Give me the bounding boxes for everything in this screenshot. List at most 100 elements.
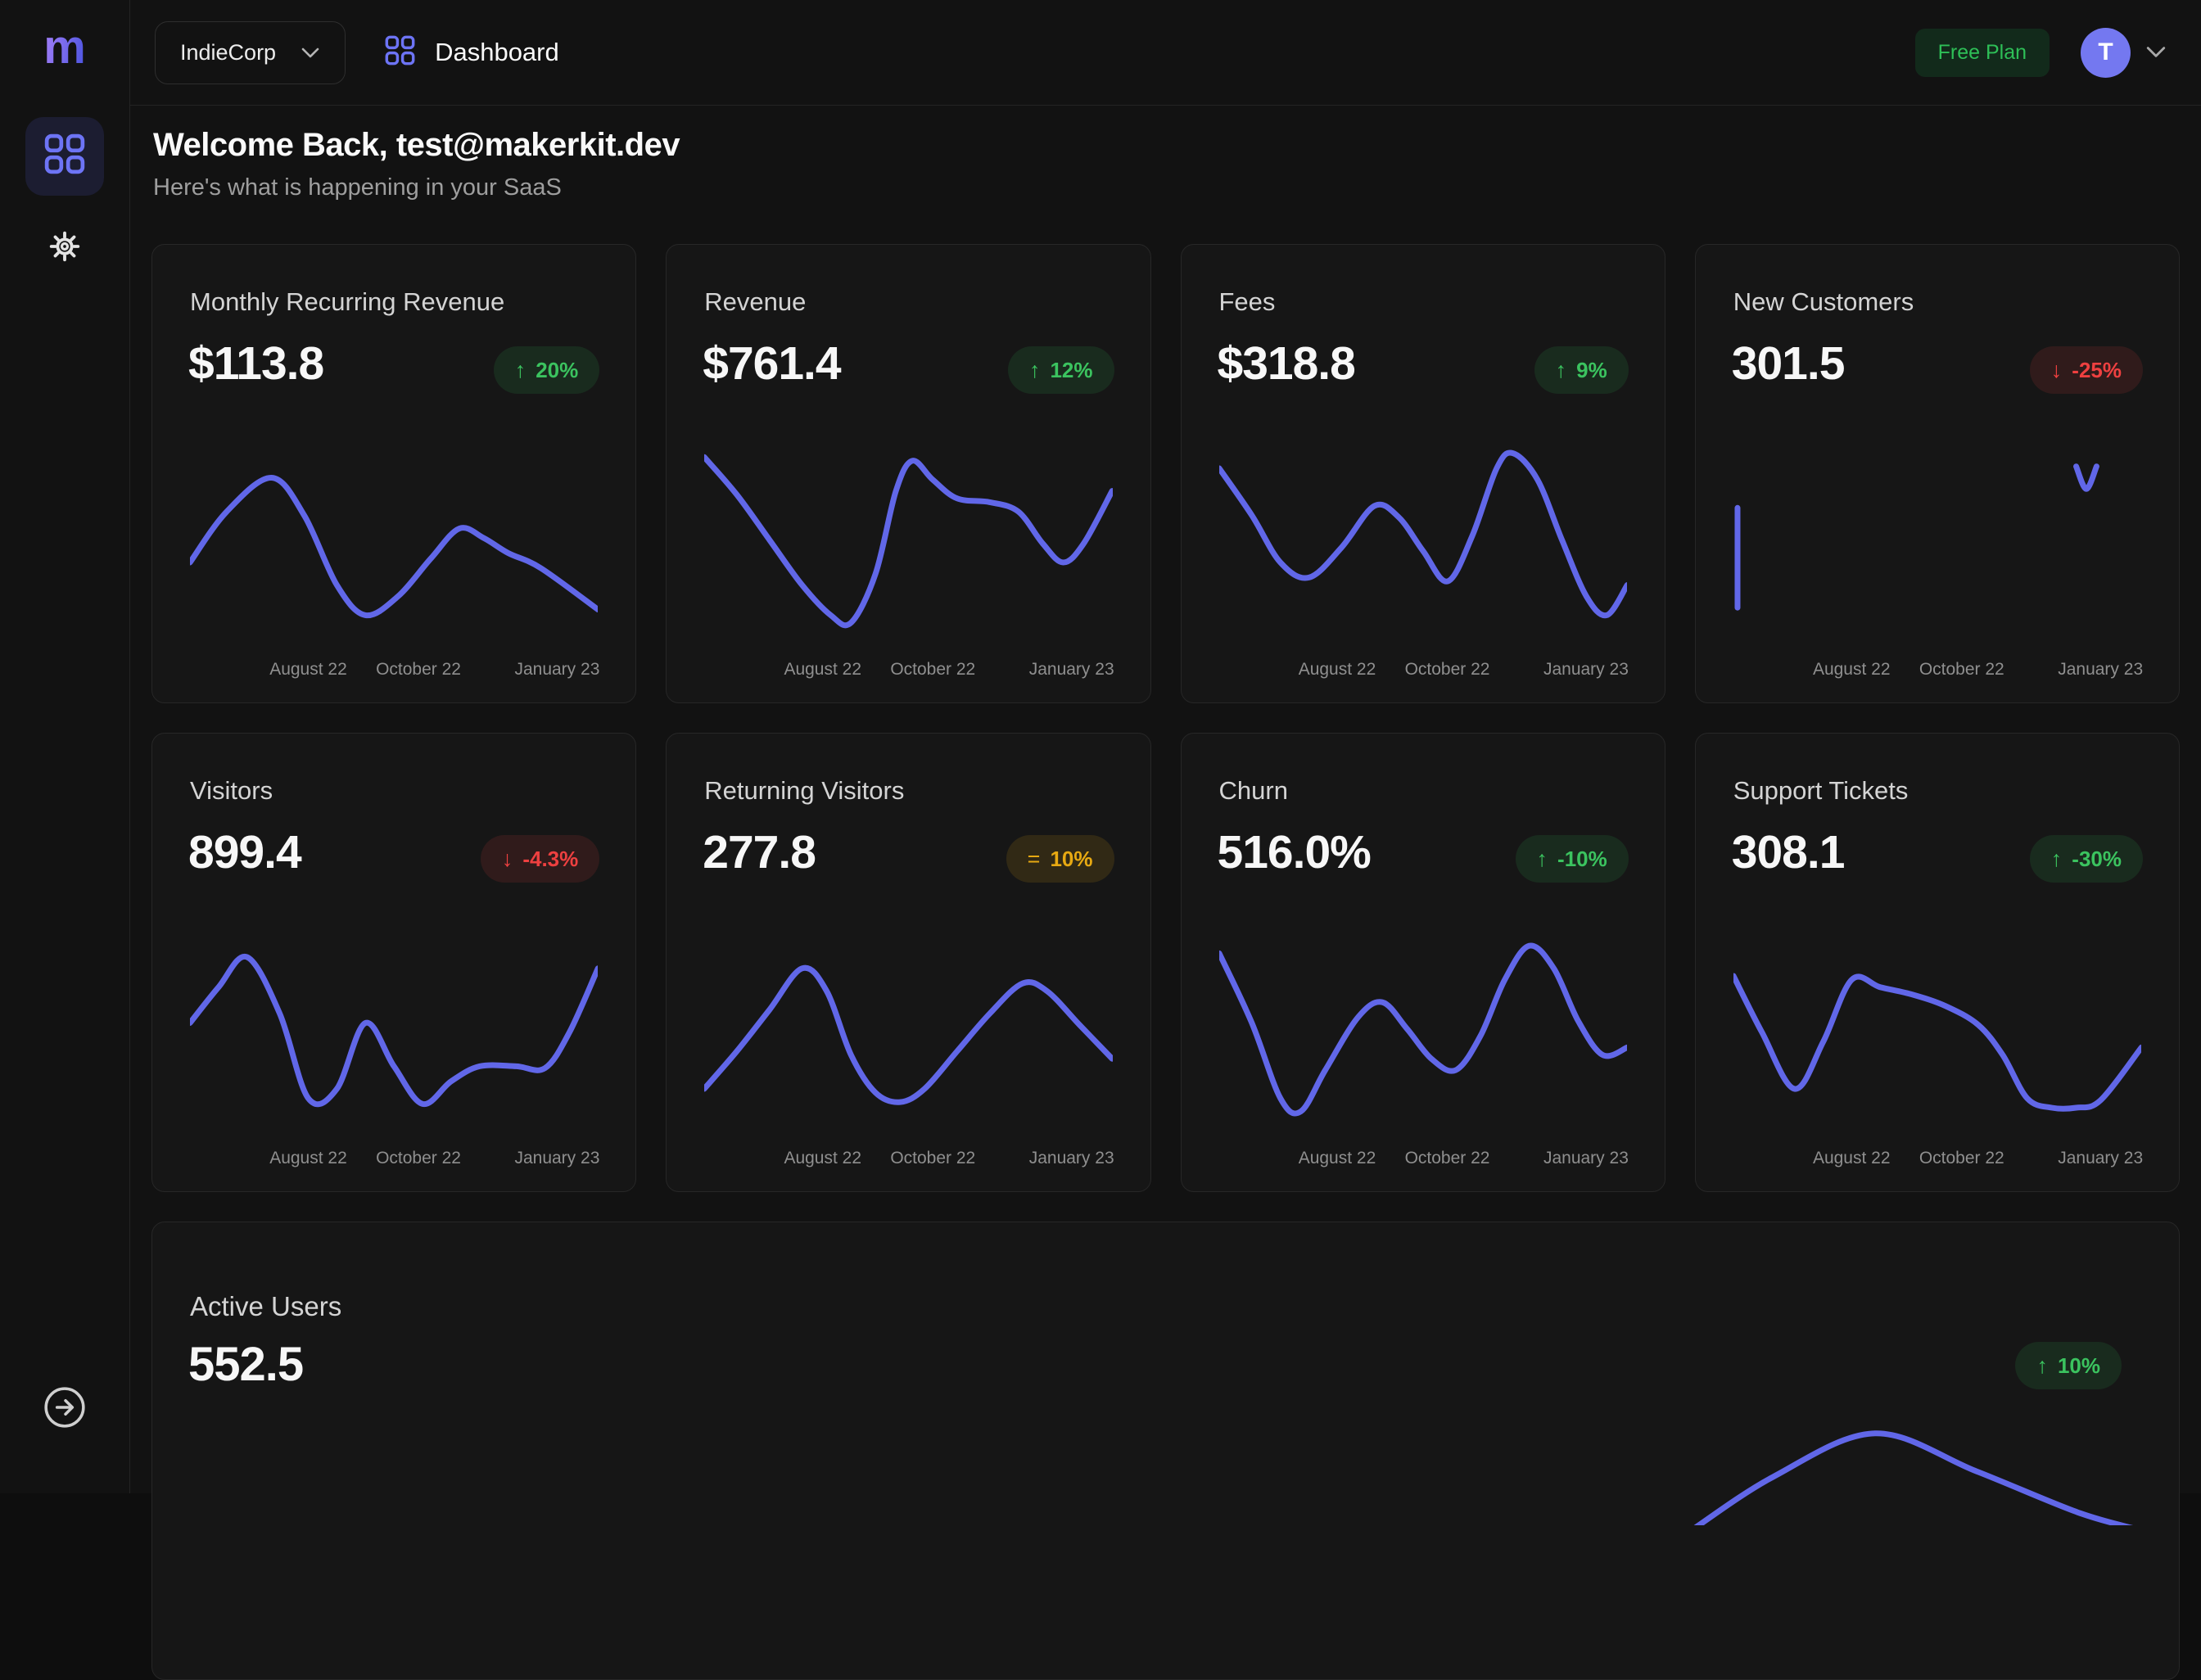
x-axis-label: August 22 [784, 660, 862, 679]
arrow-right-circle-icon [43, 1385, 87, 1434]
x-axis-label: January 23 [514, 660, 600, 679]
welcome-title: Welcome Back, test@makerkit.dev [153, 127, 680, 163]
trend-value: -4.3% [522, 846, 579, 871]
x-axis-label: October 22 [890, 660, 976, 679]
sparkline-chart [1733, 449, 2141, 638]
sidebar-item-dashboard[interactable] [25, 116, 104, 196]
trend-badge: ↑ 12% [1007, 346, 1114, 394]
x-axis-label: January 23 [2058, 1149, 2144, 1167]
trend-value: -30% [2072, 846, 2122, 871]
gear-icon [46, 228, 84, 269]
active-users-card: Active Users 552.5 ↑ 10% [151, 1222, 2180, 1680]
metric-title: Fees [1218, 287, 1276, 316]
trend-value: -25% [2072, 357, 2122, 382]
trend-arrow-icon: ↓ [2050, 357, 2063, 382]
trend-arrow-icon: ↑ [1555, 357, 1567, 382]
trend-badge: ↑ 9% [1534, 346, 1629, 394]
topbar: IndieCorp Dashboard Free Plan T [130, 0, 2201, 106]
sparkline-chart [152, 1417, 2179, 1525]
sparkline-chart [1219, 449, 1627, 638]
trend-badge: ↑ -10% [1515, 835, 1629, 883]
metric-card: Visitors 899.4 ↓ -4.3% August 22 October … [151, 733, 637, 1192]
metric-card: Revenue $761.4 ↑ 12% August 22 October 22… [666, 244, 1151, 703]
metric-value: 552.5 [188, 1338, 304, 1391]
team-selector-label: IndieCorp [180, 39, 277, 65]
x-axis-label: August 22 [1812, 1149, 1891, 1167]
metric-title: Active Users [190, 1291, 342, 1321]
metric-card: New Customers 301.5 ↓ -25% August 22 Octo… [1694, 244, 2180, 703]
metric-value: 277.8 [703, 826, 816, 878]
brand-logo: m [43, 20, 86, 74]
x-axis-labels: August 22 October 22 January 23 [704, 1149, 1114, 1172]
trend-arrow-icon: ↑ [2036, 1353, 2048, 1378]
sidebar-expand-button[interactable] [42, 1385, 88, 1431]
metric-title: New Customers [1733, 287, 1914, 316]
x-axis-label: January 23 [2058, 660, 2144, 679]
x-axis-label: August 22 [1298, 1149, 1376, 1167]
metric-value: $761.4 [703, 337, 841, 390]
metric-card: Churn 516.0% ↑ -10% August 22 October 22 J… [1180, 733, 1665, 1192]
sparkline-chart [704, 449, 1112, 638]
trend-arrow-icon: ↑ [1536, 846, 1548, 871]
x-axis-labels: August 22 October 22 January 23 [190, 660, 600, 683]
welcome-subtitle: Here's what is happening in your SaaS [153, 174, 562, 201]
metric-value: $318.8 [1217, 337, 1356, 390]
x-axis-label: January 23 [1028, 660, 1114, 679]
sidebar-item-settings[interactable] [25, 220, 104, 278]
metric-title: Visitors [190, 776, 273, 805]
x-axis-label: January 23 [1543, 660, 1629, 679]
x-axis-labels: August 22 October 22 January 23 [1733, 660, 2144, 683]
breadcrumb: Dashboard [385, 35, 559, 70]
metrics-grid: Monthly Recurring Revenue $113.8 ↑ 20% A… [151, 244, 2180, 1192]
trend-badge: ↓ -25% [2029, 346, 2143, 394]
x-axis-label: October 22 [1404, 1149, 1490, 1167]
x-axis-label: August 22 [784, 1149, 862, 1167]
x-axis-label: January 23 [1543, 1149, 1629, 1167]
x-axis-label: August 22 [269, 660, 347, 679]
metric-value: 899.4 [188, 826, 302, 878]
main-content: Welcome Back, test@makerkit.dev Here's w… [130, 106, 2201, 1680]
page-title: Dashboard [435, 38, 559, 66]
x-axis-labels: August 22 October 22 January 23 [190, 1149, 599, 1172]
x-axis-label: October 22 [1404, 660, 1490, 679]
metric-card: Monthly Recurring Revenue $113.8 ↑ 20% A… [151, 244, 637, 703]
sparkline-chart [704, 938, 1112, 1127]
x-axis-labels: August 22 October 22 January 23 [1219, 1149, 1629, 1172]
sparkline-chart [190, 938, 598, 1127]
metric-title: Monthly Recurring Revenue [190, 287, 505, 316]
sparkline-chart [1219, 938, 1627, 1127]
trend-badge: ↑ 10% [2015, 1342, 2122, 1389]
metric-title: Revenue [704, 287, 807, 316]
metric-value: $113.8 [188, 337, 324, 390]
metric-card: Fees $318.8 ↑ 9% August 22 October 22 Janu… [1180, 244, 1665, 703]
x-axis-label: August 22 [1298, 660, 1376, 679]
trend-value: 12% [1050, 357, 1093, 382]
trend-arrow-icon: ↑ [2050, 846, 2063, 871]
avatar-initial: T [2098, 38, 2113, 65]
x-axis-label: October 22 [1919, 1149, 2004, 1167]
metric-title: Churn [1218, 776, 1288, 805]
x-axis-label: August 22 [1812, 660, 1891, 679]
x-axis-label: January 23 [1028, 1149, 1114, 1167]
grid-icon [44, 133, 85, 178]
trend-value: 10% [1050, 846, 1093, 871]
trend-value: 9% [1576, 357, 1607, 382]
metric-card: Support Tickets 308.1 ↑ -30% August 22 Oc… [1694, 733, 2180, 1192]
metric-value: 308.1 [1731, 826, 1846, 878]
trend-value: 20% [536, 357, 579, 382]
x-axis-label: October 22 [376, 660, 461, 679]
x-axis-labels: August 22 October 22 January 23 [1733, 1149, 2144, 1172]
x-axis-label: August 22 [269, 1149, 347, 1167]
sparkline-chart [1733, 938, 2141, 1127]
metric-card: Returning Visitors 277.8 = 10% August 22… [666, 733, 1151, 1192]
x-axis-label: October 22 [376, 1149, 461, 1167]
metric-title: Returning Visitors [704, 776, 905, 805]
metric-value: 301.5 [1731, 337, 1846, 390]
x-axis-label: October 22 [1919, 660, 2004, 679]
trend-arrow-icon: = [1027, 846, 1041, 871]
trend-badge: ↑ 20% [493, 346, 600, 394]
account-menu-chevron-icon[interactable] [2145, 45, 2167, 60]
avatar[interactable]: T [2081, 27, 2131, 78]
team-selector-button[interactable]: IndieCorp [155, 20, 346, 84]
trend-value: 10% [2057, 1353, 2100, 1378]
